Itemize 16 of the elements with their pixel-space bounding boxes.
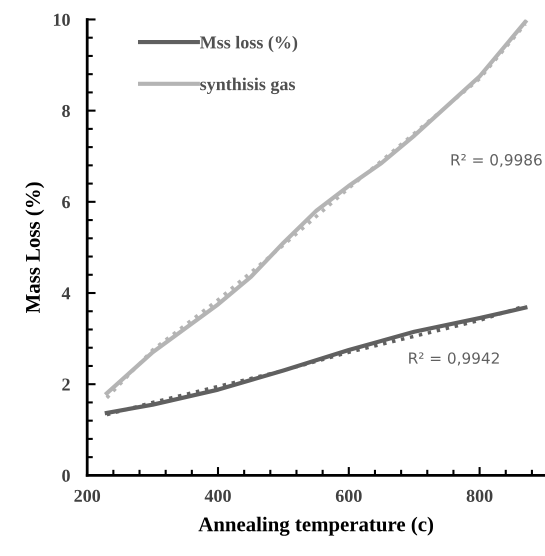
x-tick-label: 800 [466,490,492,502]
x-tick-label: 400 [204,490,231,502]
x-tick-label: 200 [74,490,100,502]
legend-label: Mss loss (%) [200,36,298,52]
annotation: R² = 0,9942 [409,352,499,366]
annotation: R² = 0,9986 [452,154,542,168]
y-tick-label: 0 [62,470,70,482]
y-tick-label: 10 [54,14,70,26]
y-axis-title: Mass Loss (%) [25,182,44,314]
legend-label: synthisis gas [200,78,296,94]
x-tick-label: 600 [336,490,362,502]
y-tick-label: 4 [62,287,70,300]
x-axis-title: Annealing temperature (c) [198,516,434,536]
y-tick-label: 6 [62,196,70,208]
y-tick-label: 8 [62,104,70,118]
y-tick-label: 2 [62,378,70,390]
